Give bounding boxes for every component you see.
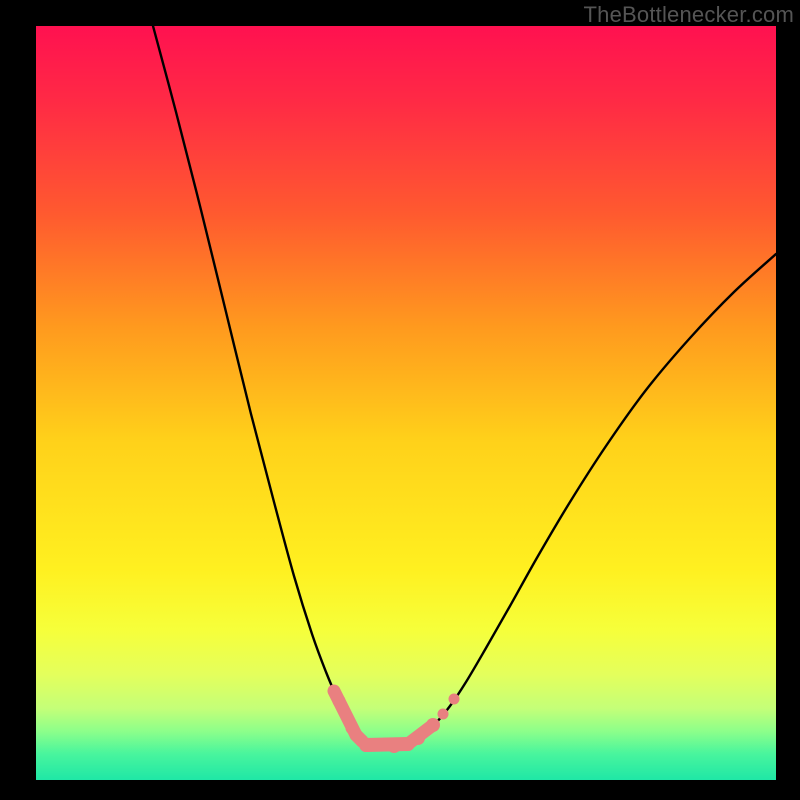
chart-root: TheBottlenecker.com [0, 0, 800, 800]
heat-gradient-background [36, 26, 776, 780]
watermark-text: TheBottlenecker.com [584, 2, 794, 28]
plot-area [36, 26, 776, 780]
